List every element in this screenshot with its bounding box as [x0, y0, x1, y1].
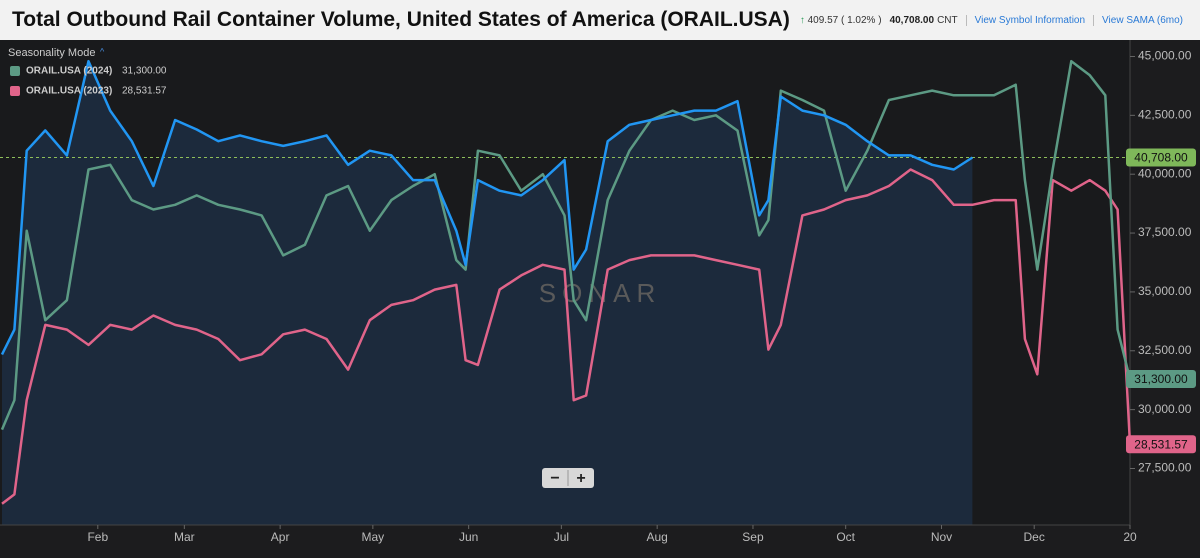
price-tag-label: 31,300.00	[1134, 372, 1188, 386]
chart: SONAR 27,500.00 30,000.00 32,500.00 35,000.…	[0, 40, 1200, 558]
chart-title: Total Outbound Rail Container Volume, Un…	[12, 8, 790, 31]
header: Total Outbound Rail Container Volume, Un…	[0, 0, 1200, 40]
unit: CNT	[937, 14, 958, 26]
series-line	[0, 59, 1132, 431]
y-tick-label: 37,500.00	[1138, 225, 1192, 239]
mode-label: Seasonality Mode	[8, 47, 95, 59]
y-tick-label: 42,500.00	[1138, 108, 1192, 122]
symbol-link[interactable]: View Symbol Information	[965, 14, 1085, 26]
zoom-in[interactable]: +	[576, 470, 585, 487]
x-tick-label: Mar	[174, 530, 195, 544]
legend-swatch	[10, 86, 20, 96]
y-tick-label: 32,500.00	[1138, 343, 1192, 357]
price-tag	[1126, 370, 1196, 389]
y-tick-label: 35,000.00	[1138, 284, 1192, 298]
y-tick-label: 27,500.00	[1138, 461, 1192, 475]
current-area	[2, 61, 973, 525]
x-tick-label: Jul	[554, 530, 569, 544]
legend-label: ORAIL.USA (2023)	[26, 86, 112, 97]
change-value: 409.57	[807, 14, 839, 26]
legend-swatch	[10, 66, 20, 76]
zoom-out[interactable]: −	[550, 470, 559, 487]
x-tick-label: Oct	[836, 530, 855, 544]
x-tick-label: Feb	[87, 530, 108, 544]
price-tag	[1126, 435, 1196, 454]
legend-label: ORAIL.USA (2024)	[26, 66, 112, 77]
price-tag-label: 40,708.00	[1134, 151, 1188, 165]
price-tag-label: 28,531.57	[1134, 437, 1188, 451]
sama-link[interactable]: View SAMA (6mo)	[1093, 14, 1183, 26]
x-tick-label: Nov	[931, 530, 952, 544]
series-line	[1, 168, 1132, 505]
x-tick-label: Sep	[742, 530, 764, 544]
mode-caret: ^	[100, 46, 105, 56]
change: ↑ 409.57 ( 1.02% )	[799, 14, 882, 26]
legend-value: 28,531.57	[122, 86, 167, 97]
x-tick-label: Dec	[1024, 530, 1045, 544]
x-tick-label: Jun	[459, 530, 478, 544]
x-tick-label: 20	[1123, 530, 1137, 544]
price-tag	[1126, 148, 1196, 167]
zoom-controls[interactable]: − +	[542, 468, 594, 488]
y-tick-label: 40,000.00	[1138, 166, 1192, 180]
x-tick-label: Apr	[271, 530, 290, 544]
series-line	[0, 59, 974, 356]
x-tick-label: Aug	[646, 530, 667, 544]
y-tick-label: 30,000.00	[1138, 402, 1192, 416]
x-tick-label: May	[362, 530, 385, 544]
legend-value: 31,300.00	[122, 66, 167, 77]
watermark: SONAR	[539, 278, 661, 308]
price: 40,708.00	[889, 14, 935, 26]
change-pct: ( 1.02% )	[840, 14, 882, 26]
y-tick-label: 45,000.00	[1138, 49, 1192, 63]
